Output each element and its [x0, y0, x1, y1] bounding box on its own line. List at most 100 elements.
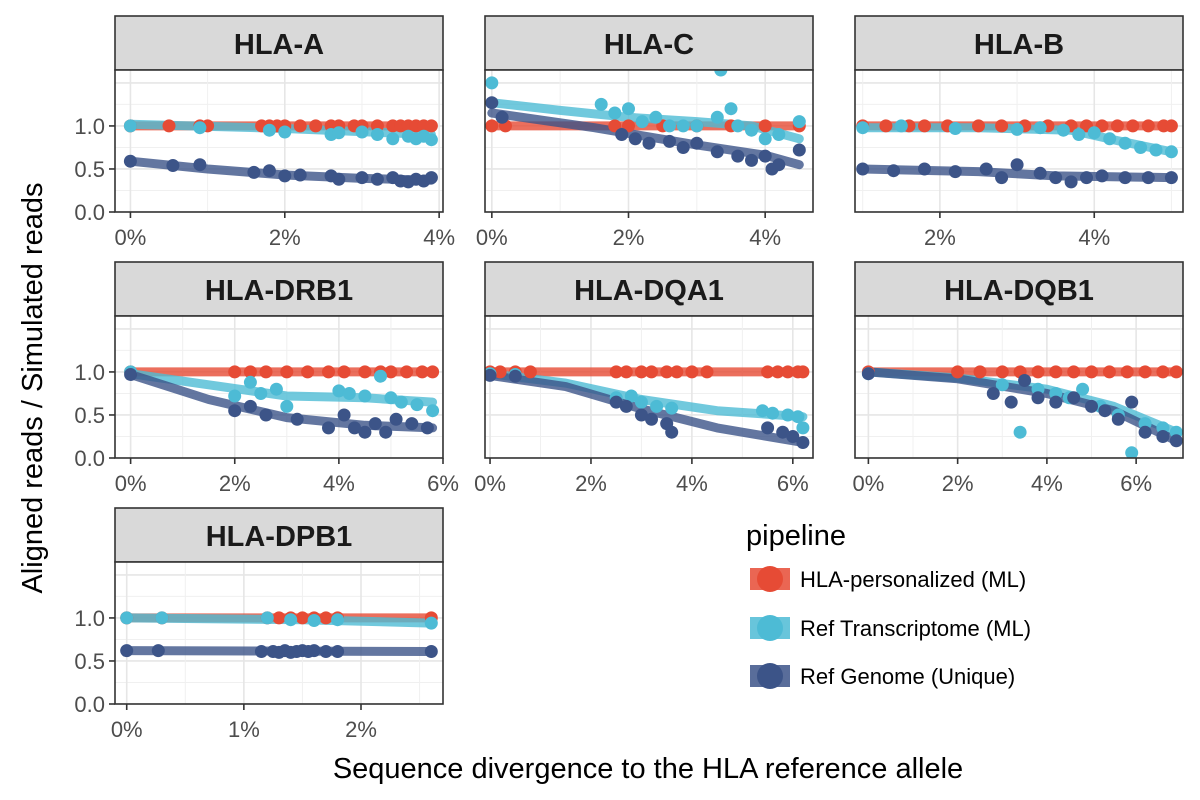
point-hla-personalized [523, 365, 537, 379]
point-ref-genome [1064, 175, 1078, 189]
point-ref-transcriptome [624, 389, 638, 403]
point-ref-genome [424, 645, 438, 658]
point-hla-personalized [973, 365, 987, 379]
point-ref-genome [358, 425, 372, 439]
point-ref-genome [1164, 171, 1178, 185]
point-ref-genome [918, 162, 931, 176]
point-hla-personalized [1138, 365, 1152, 379]
point-hla-personalized [972, 119, 985, 133]
point-ref-transcriptome [1118, 136, 1132, 150]
x-tick-label: 6% [427, 471, 459, 496]
point-ref-genome [1111, 412, 1125, 426]
point-hla-personalized [400, 365, 414, 379]
point-ref-transcriptome [1010, 122, 1024, 136]
data-hla-drb1 [124, 365, 440, 439]
point-ref-genome [331, 645, 345, 658]
point-hla-personalized [879, 119, 893, 133]
point-ref-transcriptome [262, 123, 276, 137]
point-hla-personalized [1156, 365, 1170, 379]
x-axis-title: Sequence divergence to the HLA reference… [333, 753, 963, 785]
point-ref-transcriptome [342, 387, 356, 400]
trend-line-ref-genome [863, 367, 1181, 446]
point-ref-transcriptome [332, 126, 346, 140]
point-ref-genome [262, 164, 276, 178]
point-ref-genome [1031, 391, 1045, 405]
point-ref-transcriptome [1033, 121, 1047, 135]
point-ref-transcriptome [1056, 123, 1070, 137]
panel-border-hla-c [484, 69, 814, 213]
point-ref-transcriptome [622, 102, 635, 116]
panel-hla-dqa1: HLA-DQA1 0% 2% 4% 6% [474, 261, 814, 496]
point-hla-personalized [1126, 119, 1140, 133]
point-ref-genome [1118, 171, 1132, 185]
point-ref-genome [1033, 166, 1047, 180]
data-hla-c [485, 70, 806, 176]
point-ref-transcriptome [745, 123, 758, 137]
panel-hla-c: HLA-C 0% 2% 4% [476, 15, 814, 250]
panel-hla-dpb1: HLA-DPB1 0.0 0.5 1.0 0% 1% 2% [74, 507, 444, 742]
point-ref-genome [228, 404, 242, 418]
point-ref-transcriptome [1149, 143, 1163, 157]
legend-label-ref-genome: Ref Genome (Unique) [800, 664, 1015, 689]
point-ref-transcriptome [758, 132, 772, 146]
point-hla-personalized [272, 611, 286, 625]
legend-entry-ref-genome: Ref Genome (Unique) [750, 663, 1015, 689]
point-hla-personalized [424, 119, 438, 133]
point-ref-genome [337, 408, 351, 422]
point-ref-genome [786, 430, 800, 443]
legend-point-ref-transcriptome [757, 615, 783, 641]
x-tick-label: 4% [1078, 225, 1110, 250]
point-ref-transcriptome [791, 410, 805, 424]
point-ref-transcriptome [756, 404, 769, 418]
panel-border-hla-dqa1 [484, 315, 814, 459]
point-ref-genome [642, 136, 656, 150]
point-hla-personalized [619, 365, 633, 379]
point-ref-genome [1169, 434, 1183, 448]
point-ref-genome [1049, 395, 1063, 409]
y-tick-label: 0.0 [74, 692, 105, 717]
point-hla-personalized [1031, 365, 1045, 379]
point-hla-personalized [295, 611, 309, 625]
point-hla-personalized [796, 365, 810, 379]
point-ref-genome [948, 165, 962, 179]
point-ref-transcriptome [995, 378, 1009, 392]
point-ref-genome [887, 164, 901, 178]
point-ref-transcriptome [894, 119, 908, 133]
x-tick-label: 2% [924, 225, 956, 250]
panel-hla-b: HLA-B 2% 4% [854, 15, 1184, 250]
point-hla-personalized [771, 365, 785, 379]
point-ref-genome [307, 644, 321, 658]
point-ref-transcriptome [1072, 128, 1086, 141]
point-hla-personalized [337, 365, 351, 379]
point-ref-transcriptome [123, 119, 137, 133]
point-ref-genome [690, 136, 704, 150]
x-tick-label: 2% [269, 225, 301, 250]
point-ref-genome [731, 149, 745, 163]
point-ref-transcriptome [796, 421, 810, 435]
panel-hla-dqb1: HLA-DQB1 0% 2% 4% 6% [852, 261, 1184, 496]
point-ref-genome [259, 408, 273, 422]
point-hla-personalized [918, 119, 931, 133]
point-ref-transcriptome [650, 399, 664, 413]
point-ref-genome [1095, 169, 1109, 183]
strip-label-hla-dqa1: HLA-DQA1 [574, 275, 724, 307]
strip-hla-dqb1 [854, 261, 1184, 317]
point-ref-transcriptome [856, 121, 870, 135]
point-ref-transcriptome [260, 611, 274, 625]
point-ref-transcriptome [649, 110, 663, 124]
x-tick-label: 4% [749, 225, 781, 250]
point-ref-genome [792, 143, 806, 157]
x-tick-label: 2% [613, 225, 645, 250]
point-ref-genome [986, 387, 1000, 400]
point-hla-personalized [645, 365, 658, 379]
point-hla-personalized [995, 119, 1009, 133]
point-ref-transcriptome [781, 408, 795, 422]
point-hla-personalized [951, 365, 965, 379]
point-ref-transcriptome [1125, 446, 1139, 458]
y-tick-label: 0.5 [74, 649, 105, 674]
point-ref-transcriptome [243, 375, 257, 389]
data-hla-dqb1 [861, 365, 1183, 458]
point-ref-genome [761, 421, 775, 435]
point-ref-genome [1125, 395, 1139, 409]
point-ref-genome [120, 644, 134, 658]
